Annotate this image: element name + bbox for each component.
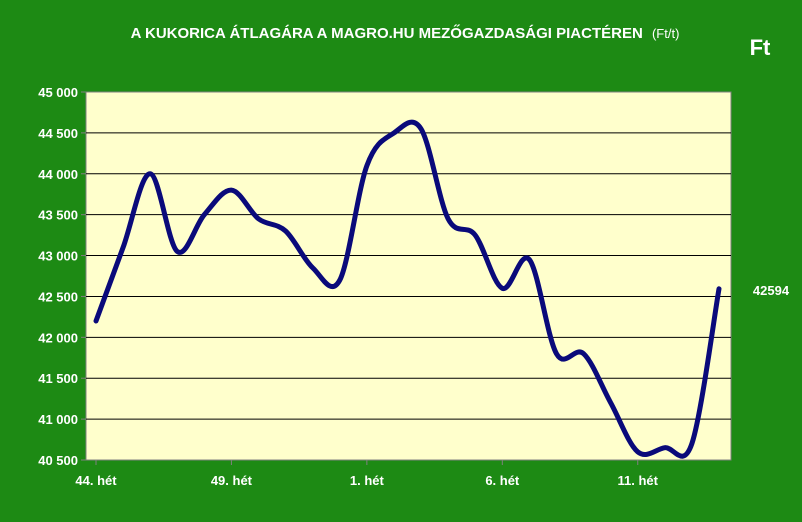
y-tick-label: 45 000 bbox=[38, 85, 78, 100]
y-tick-label: 43 500 bbox=[38, 208, 78, 223]
y-axis: 40 500 41 000 41 500 42 000 42 500 43 000 43 5… bbox=[38, 85, 86, 468]
y-tick-label: 41 000 bbox=[38, 412, 78, 427]
y-tick-label: 42 500 bbox=[38, 289, 78, 304]
x-tick-label: 44. hét bbox=[75, 473, 117, 488]
x-tick-label: 49. hét bbox=[211, 473, 253, 488]
y-tick-label: 42 000 bbox=[38, 330, 78, 345]
chart-title-unit: (Ft/t) bbox=[652, 26, 679, 41]
chart-title: A KUKORICA ÁTLAGÁRA A MAGRO.HU MEZŐGAZDA… bbox=[131, 24, 680, 42]
x-tick-label: 11. hét bbox=[618, 473, 659, 488]
grid bbox=[86, 132, 731, 420]
y-tick-label: 44 000 bbox=[38, 167, 78, 182]
y-tick-label: 40 500 bbox=[38, 453, 78, 468]
y-tick-label: 43 000 bbox=[38, 249, 78, 264]
x-tick-label: 6. hét bbox=[485, 473, 520, 488]
y-tick-label: 41 500 bbox=[38, 371, 78, 386]
last-value-label: 42594 bbox=[753, 283, 790, 298]
series bbox=[93, 119, 722, 459]
plot-area bbox=[85, 91, 732, 461]
unit-label: Ft bbox=[750, 35, 771, 60]
chart-title-main: A KUKORICA ÁTLAGÁRA A MAGRO.HU MEZŐGAZDA… bbox=[131, 24, 643, 42]
y-tick-label: 44 500 bbox=[38, 126, 78, 141]
x-axis: 44. hét 49. hét 1. hét 6. hét 11. hét bbox=[75, 460, 659, 488]
x-tick-label: 1. hét bbox=[350, 473, 385, 488]
series-line bbox=[93, 119, 722, 459]
